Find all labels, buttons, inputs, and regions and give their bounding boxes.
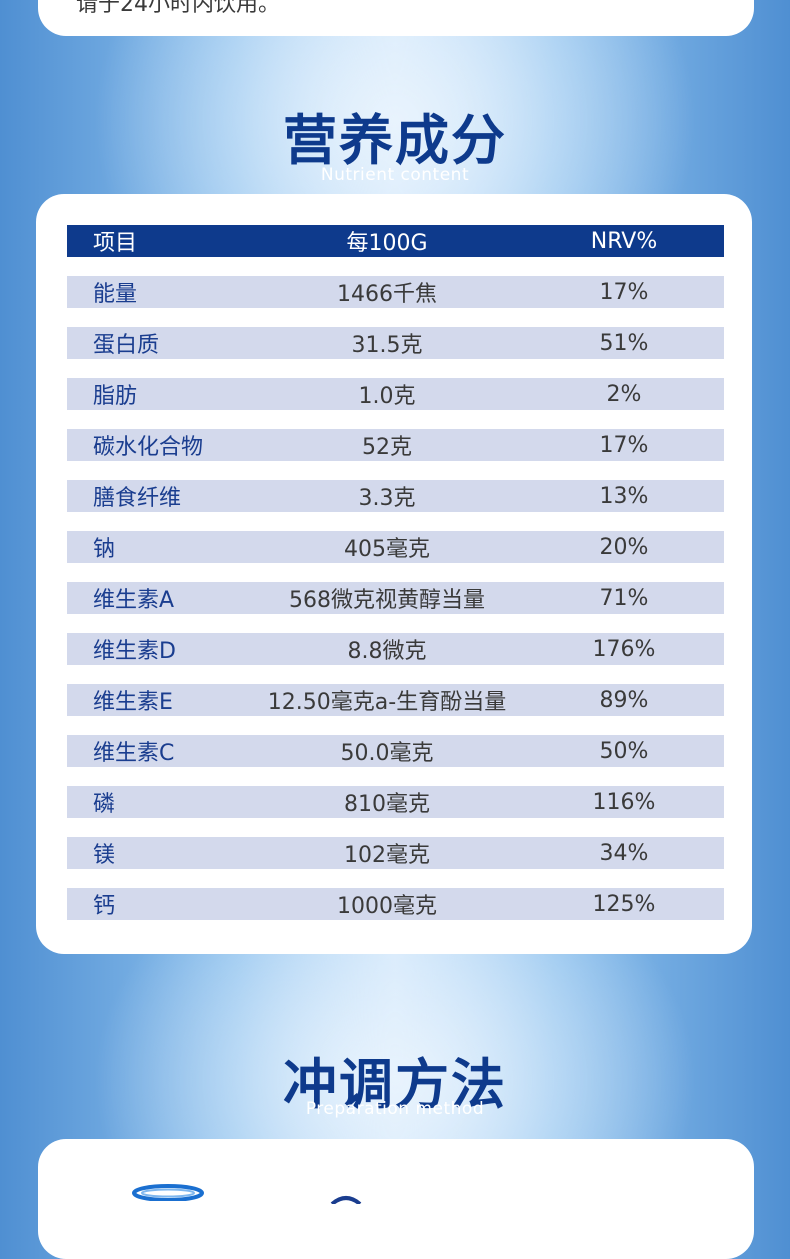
nutrient-name: 维生素C	[93, 741, 175, 766]
nutrient-amount: 8.8微克	[347, 639, 427, 664]
nutrient-nrv: 13%	[599, 483, 649, 509]
nutrient-nrv: 50%	[599, 738, 649, 764]
nutrient-name: 膳食纤维	[93, 486, 182, 511]
table-row: 钙 1000毫克 125%	[67, 888, 724, 920]
top-note-card: 请于24小时内饮用。	[38, 0, 754, 36]
nutrient-name: 能量	[93, 282, 138, 307]
nutrient-amount: 568微克视黄醇当量	[289, 588, 485, 613]
nutrient-amount: 1.0克	[358, 384, 416, 409]
nutrient-amount: 1000毫克	[337, 894, 437, 919]
table-row: 维生素D 8.8微克 176%	[67, 633, 724, 665]
nutrient-name: 磷	[93, 792, 116, 817]
nutrient-nrv: 176%	[592, 636, 656, 662]
table-row: 磷 810毫克 116%	[67, 786, 724, 818]
table-row: 脂肪 1.0克 2%	[67, 378, 724, 410]
nutrient-title: 营养成分	[283, 109, 507, 172]
nutrient-nrv: 17%	[599, 279, 649, 305]
top-note-text: 请于24小时内饮用。	[76, 0, 280, 17]
nutrient-amount: 12.50毫克a-生育酚当量	[267, 690, 507, 715]
nutrient-amount: 50.0毫克	[340, 741, 434, 766]
table-row: 蛋白质 31.5克 51%	[67, 327, 724, 359]
table-row: 钠 405毫克 20%	[67, 531, 724, 563]
table-header: 项目 每100G NRV%	[67, 225, 724, 257]
table-row: 维生素A 568微克视黄醇当量 71%	[67, 582, 724, 614]
nutrient-nrv: 125%	[592, 891, 656, 917]
nutrient-name: 维生素E	[93, 690, 173, 715]
nutrient-nrv: 71%	[599, 585, 649, 611]
header-nrv: NRV%	[590, 228, 658, 254]
nutrient-table-card: 项目 每100G NRV% 能量 1466千焦 17% 蛋白质 31.5克 51…	[36, 194, 752, 954]
nutrient-nrv: 20%	[599, 534, 649, 560]
nutrient-nrv: 89%	[599, 687, 649, 713]
preparation-title: 冲调方法	[283, 1053, 507, 1116]
preparation-card	[38, 1139, 754, 1259]
table-row: 能量 1466千焦 17%	[67, 276, 724, 308]
nutrient-name: 钙	[93, 894, 116, 919]
nutrient-name: 维生素A	[93, 588, 175, 613]
nutrient-amount: 810毫克	[344, 792, 430, 817]
nutrient-amount: 405毫克	[344, 537, 430, 562]
nutrient-name: 维生素D	[93, 639, 176, 664]
nutrient-name: 脂肪	[93, 384, 138, 409]
nutrient-nrv: 17%	[599, 432, 649, 458]
nutrient-name: 蛋白质	[93, 333, 160, 358]
header-per100: 每100G	[346, 231, 428, 256]
nutrient-subtitle: Nutrient content	[320, 165, 470, 185]
nutrient-amount: 102毫克	[344, 843, 430, 868]
nutrient-nrv: 116%	[592, 789, 656, 815]
nutrient-amount: 1466千焦	[337, 282, 437, 307]
preparation-subtitle: Preparation method	[305, 1099, 485, 1119]
nutrient-name: 钠	[93, 537, 116, 562]
table-row: 维生素C 50.0毫克 50%	[67, 735, 724, 767]
nutrient-nrv: 2%	[606, 381, 642, 407]
nutrient-amount: 52克	[362, 435, 412, 460]
nutrient-nrv: 34%	[599, 840, 649, 866]
table-row: 碳水化合物 52克 17%	[67, 429, 724, 461]
cup-icon	[130, 1181, 206, 1205]
header-item: 项目	[93, 231, 138, 256]
nutrient-amount: 31.5克	[351, 333, 423, 358]
nutrient-amount: 3.3克	[358, 486, 416, 511]
table-row: 镁 102毫克 34%	[67, 837, 724, 869]
table-row: 维生素E 12.50毫克a-生育酚当量 89%	[67, 684, 724, 716]
nutrient-nrv: 51%	[599, 330, 649, 356]
nutrient-name: 碳水化合物	[93, 435, 204, 460]
nutrient-name: 镁	[93, 843, 116, 868]
table-row: 膳食纤维 3.3克 13%	[67, 480, 724, 512]
spoon-icon	[326, 1189, 366, 1208]
